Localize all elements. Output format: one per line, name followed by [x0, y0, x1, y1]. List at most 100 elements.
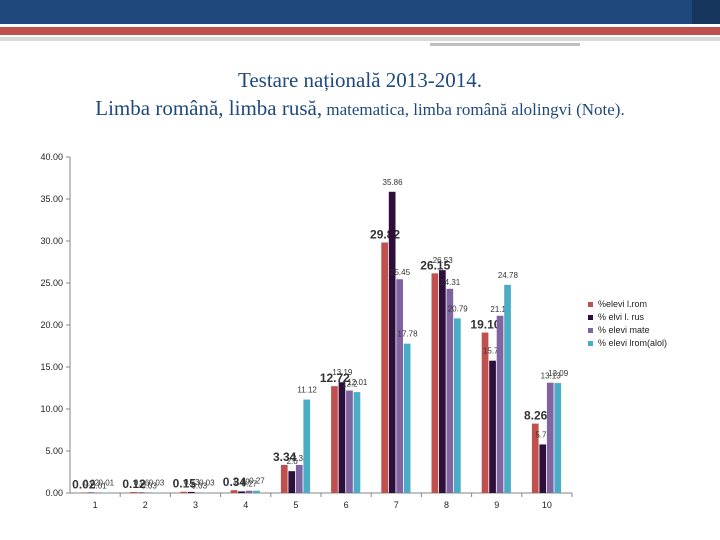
data-label: 0.34 [223, 475, 247, 489]
bar [439, 270, 446, 493]
data-label: 35.86 [383, 178, 404, 187]
data-label: 24.78 [498, 271, 519, 280]
bar [346, 390, 353, 493]
bar [280, 464, 288, 493]
bar [195, 492, 203, 493]
bar [180, 491, 188, 493]
bar [288, 471, 296, 493]
data-label: 11.12 [297, 386, 317, 395]
bar [87, 492, 95, 493]
data-label: 12.72 [320, 371, 350, 385]
legend-entry: % elvi l. rus [588, 311, 667, 324]
bar [245, 490, 253, 493]
x-tick-label: 3 [193, 500, 198, 510]
y-tick-label: 20.00 [40, 320, 63, 330]
data-label: 5.78 [535, 430, 551, 439]
bar [331, 386, 338, 493]
bar [531, 423, 539, 493]
data-label: 0.03 [149, 479, 165, 488]
data-label: 8.26 [524, 409, 548, 423]
top-banner [0, 0, 720, 24]
title-line-2: Limba română, limba rusă, matematica, li… [0, 94, 720, 124]
x-tick-label: 1 [93, 500, 98, 510]
bar [504, 284, 511, 493]
accent-stripe [0, 27, 720, 35]
legend-entry: % elevi lrom(alol) [588, 337, 667, 350]
bar [338, 382, 346, 493]
title-line-2-main: Limba română, limba rusă, [95, 96, 323, 120]
data-label: 2.6 [287, 457, 299, 466]
data-label: 3.34 [273, 450, 297, 464]
x-tick-label: 10 [542, 500, 552, 510]
bar [546, 382, 554, 493]
bar [295, 464, 303, 493]
legend-label: % elevi lrom(alol) [598, 338, 668, 348]
data-label: 0.06 [134, 478, 150, 487]
data-label: 0.01 [91, 482, 107, 491]
x-tick-label: 6 [344, 500, 349, 510]
data-label: 25.45 [390, 268, 411, 277]
data-label: 12.01 [347, 378, 368, 387]
y-tick-label: 30.00 [40, 236, 63, 246]
data-label: 26.53 [433, 256, 454, 265]
bar [539, 444, 547, 493]
legend-label: % elevi mate [598, 325, 650, 335]
bar [454, 318, 461, 493]
legend-entry: %elevi l.rom [588, 298, 667, 311]
x-tick-label: 5 [293, 500, 298, 510]
bar [303, 399, 311, 493]
bar [152, 492, 160, 493]
bar [481, 332, 489, 493]
bar [230, 490, 238, 493]
data-label: 0.27 [249, 477, 265, 486]
x-tick-label: 2 [143, 500, 148, 510]
legend-entry: % elevi mate [588, 324, 667, 337]
data-label: 0.19 [234, 477, 250, 486]
bar [238, 491, 245, 493]
data-label: 0.01 [99, 479, 115, 488]
bar [95, 492, 102, 493]
bar [446, 288, 454, 493]
data-label: 15.75 [483, 347, 504, 356]
title-line-2-small: matematica, limba română alolingvi (Note… [322, 100, 625, 119]
chart-legend: %elevi l.rom % elvi l. rus % elevi mate % e… [588, 298, 667, 350]
x-tick-label: 9 [494, 500, 499, 510]
y-tick-label: 15.00 [40, 362, 63, 372]
data-label: 26.15 [420, 258, 450, 272]
bar [381, 242, 388, 493]
data-label: 13.19 [332, 368, 353, 377]
legend-swatch [588, 302, 593, 308]
legend-swatch [588, 328, 593, 334]
bar [431, 273, 439, 493]
y-tick-label: 0.00 [45, 488, 63, 498]
divider-stripe-short [430, 43, 580, 46]
y-tick-label: 40.00 [40, 152, 63, 162]
bar [554, 383, 562, 493]
legend-swatch [588, 341, 593, 347]
data-label: 13.13 [541, 372, 562, 381]
data-label: 0.02 [84, 479, 100, 488]
slide-title: Testare națională 2013-2014. Limba român… [0, 66, 720, 124]
data-label: 0.27 [242, 480, 258, 489]
x-tick-label: 8 [444, 500, 449, 510]
legend-label: % elvi l. rus [598, 312, 645, 322]
data-label: 0.03 [191, 482, 207, 491]
y-tick-label: 25.00 [40, 278, 63, 288]
data-label: 21.10 [490, 305, 511, 314]
data-label: 12.2 [342, 380, 358, 389]
data-label: 17.78 [398, 330, 419, 339]
data-label: 19.10 [470, 318, 500, 332]
legend-label: %elevi l.rom [598, 299, 648, 309]
data-label: 0.03 [141, 482, 157, 491]
data-label: 24.31 [440, 278, 461, 287]
legend-swatch [588, 315, 593, 321]
x-tick-label: 4 [243, 500, 248, 510]
bar [253, 490, 260, 493]
x-tick-label: 7 [394, 500, 399, 510]
bar [203, 492, 210, 493]
bar [353, 392, 361, 493]
bar [137, 492, 145, 493]
data-label: 3.34 [292, 454, 308, 463]
title-line-1: Testare națională 2013-2014. [237, 68, 483, 92]
